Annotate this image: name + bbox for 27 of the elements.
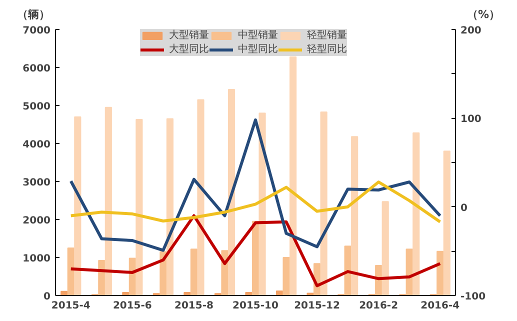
y-tick-label: 4000 (22, 140, 51, 150)
y-tick-label: 0 (44, 292, 51, 302)
x-tick-label: 2015-12 (294, 300, 340, 312)
y-axis-title: （辆） (17, 7, 50, 23)
x-tick-label: 2015-4 (51, 300, 90, 312)
x-tick-label: 2016-4 (420, 300, 460, 312)
y-tick-label: 5000 (22, 102, 51, 112)
x-tick-label: 2015-6 (112, 300, 152, 312)
y2-tick-label: 200 (460, 26, 482, 36)
y-tick-label: 1000 (22, 254, 51, 264)
legend-label: 轻型销量 (307, 28, 347, 42)
legend-label: 轻型同比 (307, 42, 347, 56)
x-tick-label: 2015-10 (232, 300, 278, 312)
y2-axis-title: （%） (467, 7, 500, 23)
y2-tick-label: 0 (460, 202, 468, 214)
legend-label: 中型同比 (238, 42, 278, 56)
legend-label: 中型销量 (238, 28, 278, 42)
legend-label: 大型销量 (169, 28, 209, 42)
y-tick-label: 3000 (22, 178, 51, 188)
y-tick-label: 2000 (22, 216, 51, 226)
y-tick-label: 7000 (22, 26, 51, 36)
legend-label: 大型同比 (169, 42, 209, 56)
y2-tick-label: -100 (460, 292, 486, 302)
x-tick-label: 2015-8 (174, 300, 214, 312)
x-tick-label: 2016-2 (359, 300, 398, 312)
y-tick-label: 6000 (22, 64, 51, 74)
y2-tick-label: 100 (460, 114, 482, 126)
